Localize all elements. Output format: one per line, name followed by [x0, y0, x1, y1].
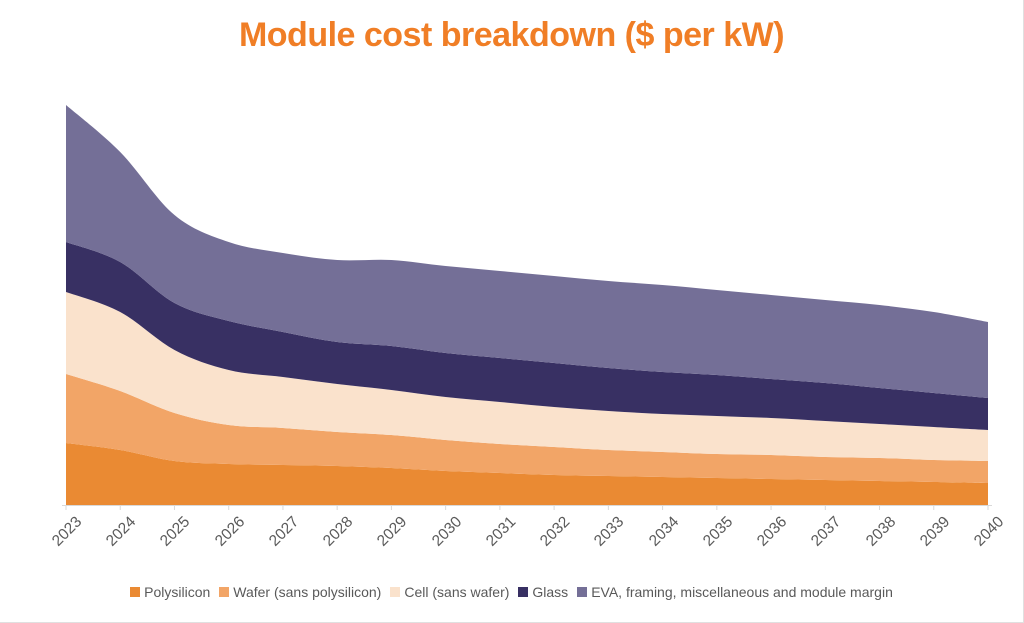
legend-item-glass: Glass: [518, 584, 568, 600]
area-eva-framing-miscellaneous-and-module-margin: [66, 105, 988, 398]
legend-item-polysilicon: Polysilicon: [130, 584, 210, 600]
legend-item-cell-sans-wafer: Cell (sans wafer): [390, 584, 509, 600]
chart-legend: Polysilicon Wafer (sans polysilicon) Cell …: [0, 584, 1023, 600]
area-polysilicon: [66, 443, 988, 505]
legend-swatch-cell-sans-wafer: [390, 587, 401, 597]
area-cell-sans-wafer: [66, 292, 988, 461]
legend-item-wafer-sans-polysilicon: Wafer (sans polysilicon): [219, 584, 381, 600]
area-glass: [66, 242, 988, 430]
chart-title: Module cost breakdown ($ per kW): [238, 16, 785, 54]
legend-label: Glass: [532, 584, 569, 600]
legend-swatch-glass: [518, 587, 529, 597]
legend-label: Wafer (sans polysilicon): [233, 584, 382, 600]
legend-label: EVA, framing, miscellaneous and module m…: [591, 584, 893, 600]
legend-label: Polysilicon: [144, 584, 211, 600]
legend-swatch-wafer-sans-polysilicon: [219, 587, 230, 597]
legend-label: Cell (sans wafer): [404, 584, 510, 600]
legend-swatch-eva-framing-miscellaneous-and-module-margin: [577, 587, 588, 597]
legend-swatch-polysilicon: [130, 587, 141, 597]
area-wafer-sans-polysilicon: [66, 374, 988, 483]
legend-item-eva-framing-miscellaneous-and-module-margin: EVA, framing, miscellaneous and module m…: [577, 584, 893, 600]
